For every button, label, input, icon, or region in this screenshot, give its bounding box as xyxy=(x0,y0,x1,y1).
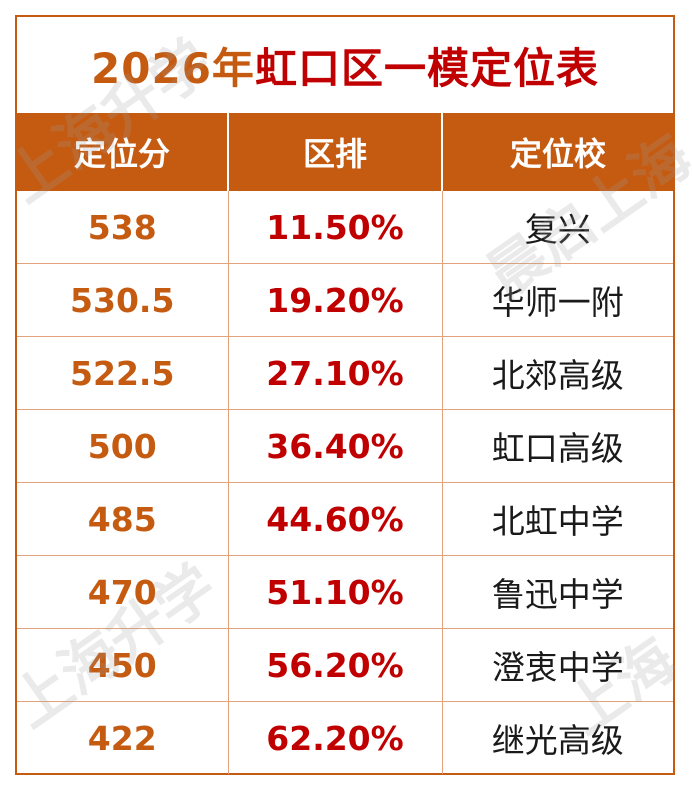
table-row: 500 36.40% 虹口高级 xyxy=(17,409,673,483)
score-cell: 500 xyxy=(17,409,229,483)
title-text: 虹口区一模定位表 xyxy=(254,43,599,93)
score-cell: 450 xyxy=(17,628,229,702)
score-cell: 530.5 xyxy=(17,263,229,337)
school-cell: 复兴 xyxy=(442,191,673,264)
column-header-score: 定位分 xyxy=(17,113,229,191)
school-cell: 虹口高级 xyxy=(442,409,673,483)
rank-cell: 11.50% xyxy=(228,191,443,264)
table-row: 422 62.20% 继光高级 xyxy=(17,701,673,774)
rank-cell: 36.40% xyxy=(228,409,443,483)
score-cell: 538 xyxy=(17,191,229,264)
column-header-school: 定位校 xyxy=(442,113,673,191)
table-row: 470 51.10% 鲁迅中学 xyxy=(17,555,673,629)
rank-cell: 62.20% xyxy=(228,701,443,774)
positioning-table: 定位分 区排 定位校 538 11.50% 复兴 530.5 19.20% 华师… xyxy=(17,113,673,774)
score-cell: 522.5 xyxy=(17,336,229,410)
school-cell: 继光高级 xyxy=(491,721,624,760)
table-row: 538 11.50% 复兴 xyxy=(17,191,673,264)
table-row: 450 56.20% 澄衷中学 xyxy=(17,628,673,702)
table-header-row: 定位分 区排 定位校 xyxy=(17,113,673,191)
rank-cell: 56.20% xyxy=(228,628,443,702)
rank-cell: 19.20% xyxy=(228,263,443,337)
score-cell: 422 xyxy=(17,701,229,774)
school-cell: 北郊高级 xyxy=(442,336,673,410)
score-cell: 485 xyxy=(17,482,229,556)
school-cell: 鲁迅中学 xyxy=(442,555,673,629)
school-cell: 澄衷中学 xyxy=(442,628,673,702)
title-year: 2026年 xyxy=(91,43,255,93)
column-header-rank: 区排 xyxy=(228,113,443,191)
table-row: 485 44.60% 北虹中学 xyxy=(17,482,673,556)
school-cell: 北虹中学 xyxy=(442,482,673,556)
table-row: 522.5 27.10% 北郊高级 xyxy=(17,336,673,410)
rank-cell: 44.60% xyxy=(228,482,443,556)
school-cell: 华师一附 xyxy=(442,263,673,337)
score-cell: 470 xyxy=(17,555,229,629)
table-row: 530.5 19.20% 华师一附 xyxy=(17,263,673,337)
page-title: 2026年 虹口区一模定位表 xyxy=(17,17,673,113)
rank-cell: 27.10% xyxy=(228,336,443,410)
rank-cell: 51.10% xyxy=(228,555,443,629)
positioning-table-card: 2026年 虹口区一模定位表 定位分 区排 定位校 538 11.50% 复兴 5… xyxy=(15,15,675,775)
